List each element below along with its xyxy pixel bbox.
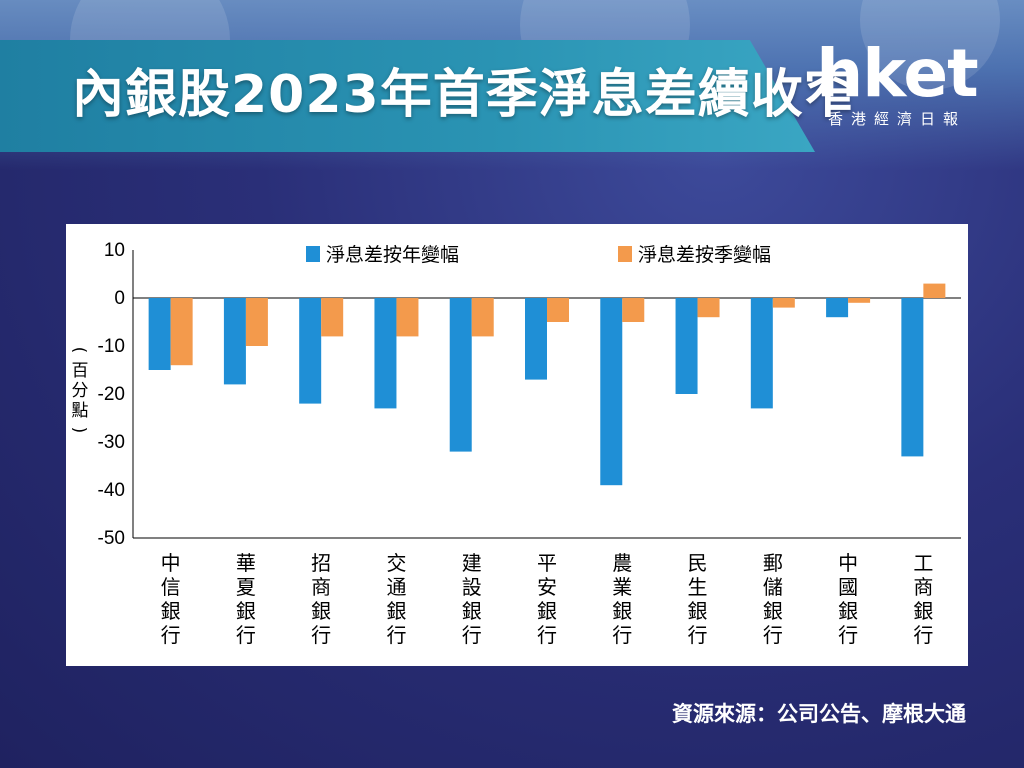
bar-qoq xyxy=(697,298,720,318)
bar-qoq xyxy=(396,298,419,337)
bar-qoq xyxy=(622,298,645,322)
y-tick-label: -50 xyxy=(98,528,125,549)
bar-qoq xyxy=(923,283,946,298)
bar-yoy xyxy=(826,298,849,318)
category-label: 民生銀行 xyxy=(688,551,708,647)
chart-panel: 10 0 -10 -20 -30 -40 -50 ( 百分點) 中信銀行 華夏銀行 招商銀行 交通銀行 建… xyxy=(66,224,968,666)
y-tick-label: -40 xyxy=(98,480,125,501)
category-label: 中國銀行 xyxy=(838,551,858,647)
y-axis-label-char: ( xyxy=(69,347,89,354)
bar-qoq xyxy=(848,298,871,303)
category-label: 建設銀行 xyxy=(462,551,482,647)
legend-label: 淨息差按年變幅 xyxy=(326,244,459,266)
bar-yoy xyxy=(148,298,171,370)
y-tick-label: 0 xyxy=(114,288,125,309)
bar-qoq xyxy=(321,298,344,337)
category-label: 工商銀行 xyxy=(913,551,933,647)
category-label: 農業銀行 xyxy=(612,551,632,647)
bar-yoy xyxy=(600,298,623,486)
legend-swatch xyxy=(618,246,632,262)
category-label: 中信銀行 xyxy=(161,551,181,647)
category-label: 交通銀行 xyxy=(386,551,406,647)
y-tick-label: -20 xyxy=(98,384,125,405)
bar-chart: 10 0 -10 -20 -30 -40 -50 ( 百分點) 中信銀行 華夏銀行 招商銀行 交通銀行 建… xyxy=(69,240,961,647)
y-tick-label: -10 xyxy=(98,336,125,357)
title-band xyxy=(0,40,815,152)
y-axis-label-char: 分 xyxy=(72,381,89,401)
bar-yoy xyxy=(449,298,472,452)
y-tick-label: 10 xyxy=(104,240,125,261)
y-axis-label-char: ) xyxy=(69,427,89,434)
category-label: 平安銀行 xyxy=(537,551,557,647)
bar-yoy xyxy=(750,298,773,409)
hket-logo: hket 香港經濟日報 xyxy=(812,38,982,133)
bar-yoy xyxy=(299,298,322,404)
category-label: 郵儲銀行 xyxy=(763,551,783,647)
y-axis-label-char: 百 xyxy=(72,361,89,381)
bar-yoy xyxy=(901,298,924,457)
logo-wordmark: hket xyxy=(816,35,978,112)
bar-qoq xyxy=(245,298,268,346)
legend-swatch xyxy=(306,246,320,262)
bar-yoy xyxy=(374,298,397,409)
bar-qoq xyxy=(170,298,193,366)
bar-qoq xyxy=(471,298,494,337)
bar-yoy xyxy=(675,298,698,394)
bar-qoq xyxy=(772,298,795,308)
page-title: 內銀股2023年首季淨息差續收窄 xyxy=(72,65,857,125)
y-tick-label: -30 xyxy=(98,432,125,453)
legend-label: 淨息差按季變幅 xyxy=(638,244,771,266)
category-label: 招商銀行 xyxy=(311,551,331,647)
bar-yoy xyxy=(525,298,547,380)
logo-subtitle: 香港經濟日報 xyxy=(827,110,966,128)
y-axis-label-char: 點 xyxy=(72,401,89,421)
category-label: 華夏銀行 xyxy=(236,551,256,647)
bar-qoq xyxy=(547,298,569,322)
bar-yoy xyxy=(223,298,246,385)
source-note: 資源來源：公司公告、摩根大通 xyxy=(672,702,966,726)
